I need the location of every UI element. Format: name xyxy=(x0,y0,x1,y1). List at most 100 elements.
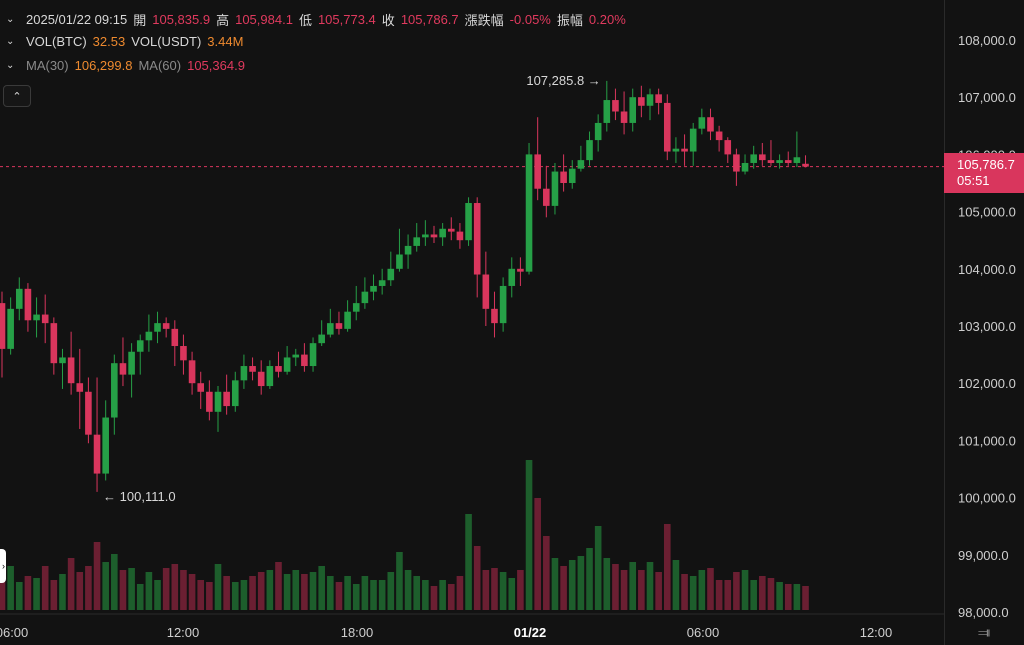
candle-body xyxy=(0,303,6,349)
volume-bar xyxy=(24,576,32,610)
y-tick-label: 108,000.0 xyxy=(958,33,1016,48)
vol-usdt-value: 3.44M xyxy=(207,34,244,49)
candle-body xyxy=(741,162,749,172)
volume-bar xyxy=(15,582,23,610)
candle-body xyxy=(257,371,265,387)
volume-bar xyxy=(413,576,421,610)
volume-bar xyxy=(102,562,109,610)
y-tick-label: 99,000.0 xyxy=(958,548,1009,563)
candle-body xyxy=(111,363,118,418)
side-panel-toggle[interactable]: › xyxy=(0,549,6,583)
candle-body xyxy=(240,366,248,381)
candle-body xyxy=(586,140,593,161)
volume-bar xyxy=(223,576,230,610)
volume-bar xyxy=(309,572,317,610)
candle-body xyxy=(59,357,66,364)
volume-bar xyxy=(231,582,239,610)
volume-bar xyxy=(275,562,282,610)
candle-body xyxy=(119,363,127,375)
volume-bar xyxy=(776,582,783,610)
candle-body xyxy=(396,254,403,269)
volume-bar xyxy=(551,558,559,610)
open-value: 105,835.9 xyxy=(152,12,211,27)
candle-body xyxy=(162,323,170,329)
candle-body xyxy=(24,288,32,321)
candle-body xyxy=(275,366,282,372)
volume-bar xyxy=(663,524,671,610)
candle-body xyxy=(465,203,472,241)
chevron-down-icon[interactable]: ⌄ xyxy=(6,36,15,47)
volume-bar xyxy=(370,580,377,610)
chevron-down-icon[interactable]: ⌄ xyxy=(6,14,15,25)
candle-body xyxy=(309,343,317,367)
candle-body xyxy=(560,171,567,183)
x-tick-label: 06:00 xyxy=(0,625,28,640)
y-tick-label: 98,000.0 xyxy=(958,605,1009,620)
volume-bar xyxy=(154,580,161,610)
vol-usdt-label: VOL(USDT) xyxy=(131,34,202,49)
volume-bar xyxy=(715,580,723,610)
candle-body xyxy=(249,366,256,372)
candle-body xyxy=(551,171,559,206)
volume-bar xyxy=(759,576,766,610)
candle-body xyxy=(370,285,377,292)
candle-body xyxy=(50,323,58,364)
y-tick-label: 100,000.0 xyxy=(958,491,1016,506)
volume-bar xyxy=(76,572,84,610)
volume-bar xyxy=(145,572,153,610)
volume-bar xyxy=(543,536,550,610)
volume-bar xyxy=(698,570,706,610)
candle-body xyxy=(491,308,498,324)
candle-body xyxy=(430,234,438,238)
candle-body xyxy=(655,94,662,103)
volume-bar xyxy=(491,568,498,610)
current-price: 105,786.7 xyxy=(957,157,1015,172)
volume-bar xyxy=(136,584,144,610)
volume-bar xyxy=(111,554,118,610)
candle-body xyxy=(223,391,230,407)
candle-body xyxy=(776,160,783,163)
legend-date: 2025/01/22 09:15 xyxy=(26,12,128,27)
candle-body xyxy=(672,148,680,152)
candle-body xyxy=(568,168,576,183)
volume-bar xyxy=(257,572,265,610)
volume-bar xyxy=(802,586,809,610)
volume-bar xyxy=(171,564,179,610)
volume-bar xyxy=(534,498,541,610)
candle-body xyxy=(759,154,766,161)
candle-body xyxy=(301,354,308,367)
volume-bar xyxy=(119,570,127,610)
volume-bar xyxy=(473,546,481,610)
fit-arrows-icon[interactable]: ⫥ xyxy=(978,624,991,640)
chevron-down-icon[interactable]: ⌄ xyxy=(6,60,15,71)
candle-body xyxy=(422,234,429,238)
collapse-legend-button[interactable]: ⌃ xyxy=(3,85,31,107)
volume-bar xyxy=(404,570,412,610)
volume-bar xyxy=(344,576,351,610)
volume-bar xyxy=(249,576,256,610)
volume-bar xyxy=(301,574,308,610)
candle-body xyxy=(15,288,23,309)
volume-bar xyxy=(41,566,49,610)
candle-body xyxy=(689,128,697,152)
candle-body xyxy=(802,163,809,167)
volume-bar xyxy=(447,584,455,610)
close-value: 105,786.7 xyxy=(400,12,459,27)
close-label: 收 xyxy=(381,13,395,28)
volume-bar xyxy=(378,580,386,610)
candle-body xyxy=(638,97,645,106)
x-tick-label: 01/22 xyxy=(514,625,547,640)
candle-body xyxy=(318,334,325,344)
current-price-tag: 105,786.7 05:51 xyxy=(944,153,1024,193)
volume-bar xyxy=(240,580,248,610)
candle-body xyxy=(612,100,619,112)
candle-body xyxy=(663,102,671,152)
candle-countdown: 05:51 xyxy=(957,173,990,188)
volume-bar xyxy=(335,582,343,610)
candle-body xyxy=(793,157,801,163)
volume-bar xyxy=(612,564,619,610)
volume-bar xyxy=(465,514,472,610)
candle-body xyxy=(543,188,550,206)
low-label: 低 xyxy=(298,13,312,28)
